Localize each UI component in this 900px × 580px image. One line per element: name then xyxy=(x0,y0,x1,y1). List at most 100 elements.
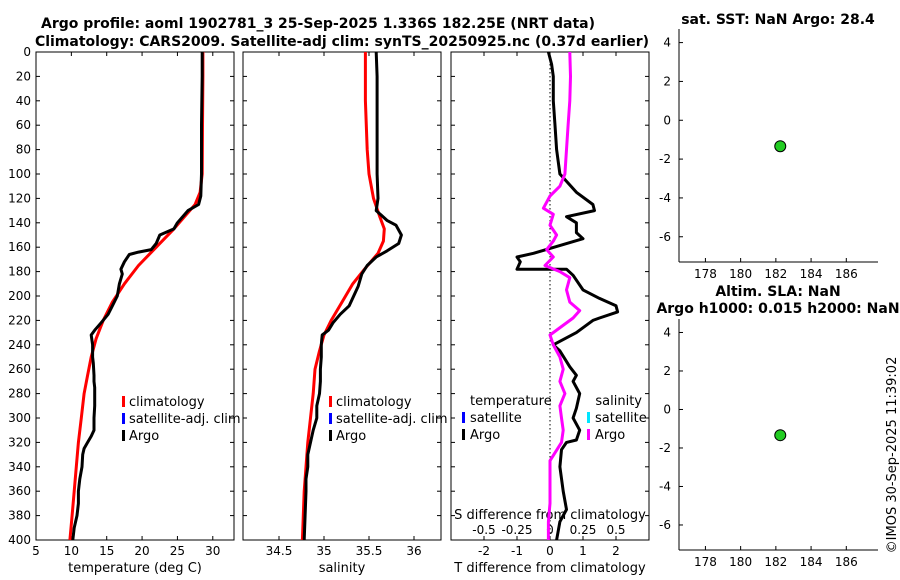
temperature-legend-item: climatology xyxy=(129,395,205,410)
salinity-legend-item: Argo xyxy=(595,428,625,443)
salinity-legend-swatch xyxy=(329,396,332,407)
depth-tick-label: 40 xyxy=(16,94,31,108)
salinity-legend-item: satellite-adj. clim xyxy=(336,412,448,427)
difference-panel: -2 -1 0 1 2 T difference from climatology -0.5… xyxy=(450,51,650,576)
sst-ytick-label: -4 xyxy=(659,191,671,205)
t-diff-tick-label: 1 xyxy=(579,544,587,558)
depth-tick-label: 380 xyxy=(8,509,31,523)
salinity-xtick-label: 34.5 xyxy=(266,544,293,558)
t-diff-tick-label: 2 xyxy=(612,544,620,558)
temperature-xtick-label: 25 xyxy=(170,544,185,558)
temperature-series-climatology xyxy=(68,52,205,541)
temperature-legend-swatch xyxy=(122,430,125,441)
sla-title-line1: Altim. SLA: NaN xyxy=(715,284,840,300)
depth-tick-label: 280 xyxy=(8,387,31,401)
depth-tick-label: 80 xyxy=(16,143,31,157)
sla-ytick-label: 2 xyxy=(663,364,671,378)
salinity-series-climatology xyxy=(300,52,386,541)
sst-ytick-label: -6 xyxy=(659,230,671,244)
sst-xtick-label: 184 xyxy=(800,267,823,281)
sla-xtick-label: 186 xyxy=(835,555,858,569)
sla-ytick-label: -6 xyxy=(659,518,671,532)
sst-xtick-label: 180 xyxy=(729,267,752,281)
sla-xtick-label: 180 xyxy=(729,555,752,569)
salinity-legend-swatch xyxy=(329,413,332,424)
argo-location-marker xyxy=(774,429,787,442)
sla-ytick-label: -2 xyxy=(659,441,671,455)
sst-ytick-label: 0 xyxy=(663,113,671,127)
sla-title-line2: Argo h1000: 0.015 h2000: NaN xyxy=(656,301,899,317)
s-diff-tick-label: 0.25 xyxy=(570,523,597,537)
figure-title-line1: Argo profile: aoml 1902781_3 25-Sep-2025… xyxy=(41,16,595,32)
temperature-series-argo xyxy=(71,52,204,541)
depth-tick-label: 340 xyxy=(8,460,31,474)
temperature-axes-frame xyxy=(35,51,235,541)
temperature-legend-item: Argo xyxy=(129,429,159,444)
depth-tick-label: 20 xyxy=(16,69,31,83)
sst-ytick-label: 2 xyxy=(663,74,671,88)
depth-tick-label: 240 xyxy=(8,338,31,352)
temperature-legend-swatch xyxy=(462,429,465,440)
temperature-xtick-label: 10 xyxy=(64,544,79,558)
temperature-xtick-label: 20 xyxy=(134,544,149,558)
sla-ytick-label: -4 xyxy=(659,479,671,493)
s-diff-tick-label: 0 xyxy=(546,523,554,537)
sla-xtick-label: 184 xyxy=(800,555,823,569)
salinity-xtick-label: 35.5 xyxy=(356,544,383,558)
sla-ytick-label: 0 xyxy=(663,402,671,416)
temperature-panel: 0 20 40 60 80 100 120 140 160 180 200 220 240 260 280 3… xyxy=(8,45,241,576)
depth-tick-label: 220 xyxy=(8,313,31,327)
temperature-xlabel: temperature (deg C) xyxy=(68,561,202,576)
sst-xtick-label: 182 xyxy=(764,267,787,281)
sst-title: sat. SST: NaN Argo: 28.4 xyxy=(681,12,875,28)
timestamp-label: ©IMOS 30-Sep-2025 11:39:02 xyxy=(885,357,900,554)
depth-tick-label: 400 xyxy=(8,533,31,547)
sla-xtick-label: 182 xyxy=(764,555,787,569)
depth-tick-label: 100 xyxy=(8,167,31,181)
salinity-legend-swatch xyxy=(587,429,590,440)
salinity-xtick-label: 36 xyxy=(406,544,421,558)
temperature-legend-swatch xyxy=(462,412,465,423)
salinity-legend-item: satellite xyxy=(595,411,647,426)
figure-title-line2: Climatology: CARS2009. Satellite-adj cli… xyxy=(35,34,649,50)
sla-map-panel: 4 2 0 -2 -4 -6 178 180 182 184 186 Altim. SLA: NaNA… xyxy=(656,284,899,569)
t-diff-tick-label: -1 xyxy=(511,544,523,558)
depth-tick-label: 260 xyxy=(8,362,31,376)
salinity-legend-swatch xyxy=(329,430,332,441)
depth-tick-label: 180 xyxy=(8,265,31,279)
depth-tick-label: 0 xyxy=(23,45,31,59)
sst-xtick-label: 186 xyxy=(835,267,858,281)
temperature-legend-swatch xyxy=(122,413,125,424)
temperature-legend-item: Argo xyxy=(470,428,500,443)
depth-tick-label: 300 xyxy=(8,411,31,425)
depth-tick-label: 200 xyxy=(8,289,31,303)
s-diff-tick-label: -0.5 xyxy=(472,523,495,537)
salinity-xlabel: salinity xyxy=(319,561,366,576)
temperature-xtick-label: 30 xyxy=(205,544,220,558)
depth-tick-label: 120 xyxy=(8,191,31,205)
temperature-xtick-label: 5 xyxy=(32,544,40,558)
t-diff-tick-label: -2 xyxy=(478,544,490,558)
depth-tick-label: 320 xyxy=(8,435,31,449)
salinity-panel: 34.5 35 35.5 36 salinity climatology satellite… xyxy=(242,51,448,576)
temperature-xtick-label: 15 xyxy=(99,544,114,558)
salinity-xtick-label: 35 xyxy=(316,544,331,558)
sla-ytick-label: 4 xyxy=(663,325,671,339)
s-diff-tick-label: -0.25 xyxy=(501,523,532,537)
t-diff-tick-label: 0 xyxy=(546,544,554,558)
temperature-legend-swatch xyxy=(122,396,125,407)
s-diff-tick-label: 0.5 xyxy=(606,523,625,537)
sst-ytick-label: -2 xyxy=(659,152,671,166)
salinity-legend-item: Argo xyxy=(336,429,366,444)
sst-ytick-label: 4 xyxy=(663,36,671,50)
salinity-legend-heading: salinity xyxy=(595,394,642,409)
depth-tick-label: 140 xyxy=(8,216,31,230)
salinity-series-argo xyxy=(302,51,403,541)
t-diff-xlabel: T difference from climatology xyxy=(453,561,646,576)
salinity-legend-item: climatology xyxy=(336,395,412,410)
sst-xtick-label: 178 xyxy=(694,267,717,281)
salinity-axes-frame xyxy=(242,51,442,541)
depth-tick-label: 360 xyxy=(8,484,31,498)
temperature-legend-heading: temperature xyxy=(470,394,552,409)
